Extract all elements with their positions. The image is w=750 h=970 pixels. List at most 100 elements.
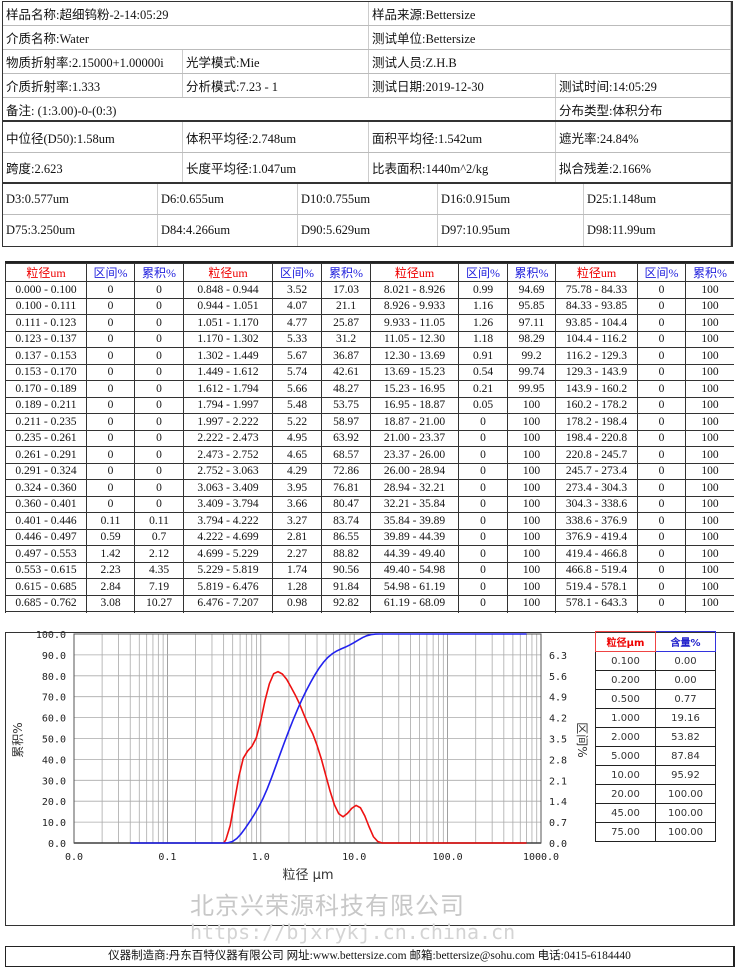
table-cell: 4.95 (272, 429, 322, 447)
table-cell: 54.98 - 61.19 (370, 578, 459, 596)
table-cell: 100 (685, 429, 734, 447)
table-cell: 0.685 - 0.762 (5, 594, 87, 612)
table-cell: 0.553 - 0.615 (5, 561, 87, 579)
test-date: 测试日期:2019-12-30 (369, 74, 556, 97)
table-cell: 53.75 (321, 396, 371, 414)
table-row: 0.123 - 0.137 0 0 1.170 - 1.302 5.33 31.2 11.0… (5, 330, 734, 348)
sample-source: 样品来源:Bettersize (369, 2, 731, 25)
table-cell: 0.123 - 0.137 (5, 330, 87, 348)
table-row: 0.615 - 0.685 2.84 7.19 5.819 - 6.476 1.28 91… (5, 578, 734, 596)
d-values-row: D75:3.250um D84:4.266um D90:5.629um D97:10.… (3, 215, 731, 246)
table-cell: 100 (507, 429, 556, 447)
y-tick-left: 40.0 (42, 755, 66, 766)
table-header-row: 粒径um 区间% 累积% 粒径um 区间% 累积% 粒径um 区间% 累积% 粒径um 区间% 累积% (5, 263, 734, 282)
table-cell: 97.11 (507, 314, 556, 332)
table-cell: 0 (458, 561, 508, 579)
table-cell: 0 (134, 413, 184, 431)
table-cell: 3.794 - 4.222 (183, 512, 273, 530)
table-cell: 0 (134, 347, 184, 365)
summary-cell: 10.00 (595, 765, 656, 785)
table-cell: 100 (685, 446, 734, 464)
table-cell: 99.95 (507, 380, 556, 398)
table-cell: 4.699 - 5.229 (183, 545, 273, 563)
table-cell: 0.235 - 0.261 (5, 429, 87, 447)
table-cell: 0 (134, 363, 184, 381)
specific-surface-area: 比表面积:1440m^2/kg (369, 153, 556, 182)
table-cell: 21.1 (321, 297, 371, 315)
table-cell: 86.55 (321, 528, 371, 546)
table-cell: 68.09 - 75.78 (370, 611, 459, 613)
summary-cell: 0.200 (595, 670, 656, 690)
table-cell: 0.98 (272, 594, 322, 612)
table-cell: 0 (86, 429, 135, 447)
table-cell: 100 (685, 297, 734, 315)
table-cell: 0 (637, 297, 686, 315)
column-header: 粒径um (555, 263, 638, 282)
table-cell: 83.74 (321, 512, 371, 530)
table-cell: 0 (86, 281, 135, 299)
table-cell: 0 (637, 363, 686, 381)
table-cell: 3.24 (86, 611, 135, 613)
table-cell: 0 (637, 578, 686, 596)
table-cell: 0.11 (134, 512, 184, 530)
table-cell: 0.848 - 0.944 (183, 281, 273, 299)
table-cell: 100 (685, 380, 734, 398)
table-cell: 0 (134, 396, 184, 414)
y-tick-left: 100.0 (36, 630, 66, 641)
table-cell: 90.56 (321, 561, 371, 579)
length-mean: 长度平均径:1.047um (183, 153, 369, 182)
summary-cell: 2.000 (595, 727, 656, 747)
table-cell: 76.81 (321, 479, 371, 497)
table-cell: 61.19 - 68.09 (370, 594, 459, 612)
table-cell: 23.37 - 26.00 (370, 446, 459, 464)
d-values-row: D3:0.577um D6:0.655um D10:0.755um D16:0.915… (3, 184, 731, 215)
y-tick-right: 0.0 (549, 839, 567, 850)
area-mean: 面积平均径:1.542um (369, 122, 556, 152)
column-header: 粒径um (183, 263, 273, 282)
table-cell: 5.22 (272, 413, 322, 431)
summary-cell: 0.77 (655, 689, 716, 709)
table-cell: 4.07 (272, 297, 322, 315)
table-cell: 0 (637, 347, 686, 365)
table-cell: 3.95 (272, 479, 322, 497)
table-row: 0.211 - 0.235 0 0 1.997 - 2.222 5.22 58.97 18.… (5, 413, 734, 431)
table-cell: 0 (458, 495, 508, 513)
table-cell: 304.3 - 338.6 (555, 495, 638, 513)
y-tick-left: 90.0 (42, 651, 66, 662)
table-cell: 0 (637, 446, 686, 464)
table-row: 0.137 - 0.153 0 0 1.302 - 1.449 5.67 36.87 12.… (5, 347, 734, 365)
table-cell: 578.1 - 643.3 (555, 594, 638, 612)
table-cell: 32.21 - 35.84 (370, 495, 459, 513)
table-row: 0.360 - 0.401 0 0 3.409 - 3.794 3.66 80.47 32.… (5, 495, 734, 513)
table-cell: 100 (685, 561, 734, 579)
table-cell: 0 (637, 330, 686, 348)
table-cell: 0.291 - 0.324 (5, 462, 87, 480)
table-cell: 0 (134, 446, 184, 464)
table-cell: 13.69 - 15.23 (370, 363, 459, 381)
table-cell: 143.9 - 160.2 (555, 380, 638, 398)
table-cell: 1.794 - 1.997 (183, 396, 273, 414)
table-cell: 100 (685, 479, 734, 497)
table-cell: 0 (637, 396, 686, 414)
optical-mode: 光学模式:Mie (183, 50, 369, 73)
table-cell: 98.29 (507, 330, 556, 348)
table-cell: 48.27 (321, 380, 371, 398)
table-cell: 72.86 (321, 462, 371, 480)
table-cell: 160.2 - 178.2 (555, 396, 638, 414)
table-cell: 100 (685, 611, 734, 613)
table-cell: 0.54 (458, 363, 508, 381)
table-cell: 0.497 - 0.553 (5, 545, 87, 563)
d-value: D6:0.655um (158, 184, 298, 214)
table-cell: 12.30 - 13.69 (370, 347, 459, 365)
table-cell: 100 (685, 347, 734, 365)
y-tick-left: 0.0 (48, 839, 66, 850)
table-cell: 100 (685, 314, 734, 332)
table-cell: 0 (458, 545, 508, 563)
chart-frame (5, 632, 735, 926)
table-cell: 100 (507, 611, 556, 613)
d-value: D3:0.577um (3, 184, 158, 214)
y-tick-right: 6.3 (549, 651, 567, 662)
table-cell: 0 (134, 314, 184, 332)
y-tick-right: 5.6 (549, 672, 567, 683)
material-ri: 物质折射率:2.15000+1.00000i (3, 50, 183, 73)
